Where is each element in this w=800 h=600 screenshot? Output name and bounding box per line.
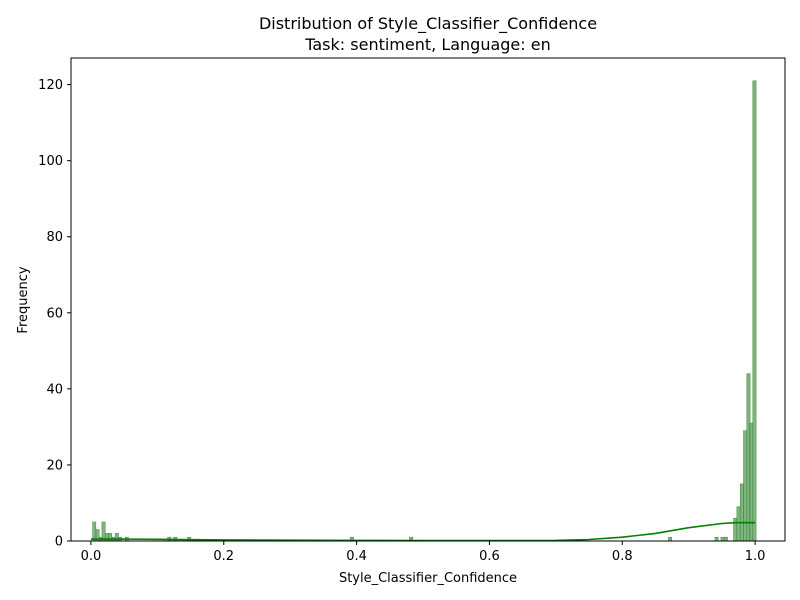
x-tick-label: 0.6 <box>479 549 500 564</box>
histogram-bar <box>743 430 748 542</box>
histogram-bar <box>733 517 738 542</box>
histogram-bar <box>739 483 744 542</box>
y-tick-label: 120 <box>38 78 63 93</box>
histogram-bar <box>668 536 672 542</box>
histogram-bar <box>720 536 725 542</box>
x-tick-label: 0.8 <box>612 549 633 564</box>
histogram-bar <box>714 536 719 542</box>
y-tick-label: 40 <box>46 382 63 397</box>
x-tick-label: 0.0 <box>81 549 102 564</box>
chart-subtitle: Task: sentiment, Language: en <box>304 35 550 54</box>
histogram-bar <box>736 506 741 542</box>
y-tick-label: 0 <box>55 535 63 550</box>
histogram-bar <box>724 536 728 542</box>
x-tick-label: 0.2 <box>213 549 234 564</box>
histogram-bars <box>92 80 757 542</box>
plot-frame <box>70 57 786 542</box>
histogram-bar <box>752 80 757 542</box>
y-tick-label: 60 <box>46 306 63 321</box>
x-tick-label: 0.4 <box>346 549 367 564</box>
y-axis-label: Frequency <box>16 266 31 333</box>
x-axis-label: Style_Classifier_Confidence <box>339 571 517 586</box>
histogram-bar <box>92 521 97 542</box>
histogram-bar <box>101 521 106 542</box>
y-tick-label: 20 <box>46 458 63 473</box>
x-tick-label: 1.0 <box>745 549 766 564</box>
chart-title: Distribution of Style_Classifier_Confide… <box>259 14 597 34</box>
y-tick-label: 80 <box>46 230 63 245</box>
y-tick-label: 100 <box>38 154 63 169</box>
y-axis-ticks: 0 20 40 60 80 100 120 <box>38 78 71 550</box>
x-axis-ticks: 0.0 0.2 0.4 0.6 0.8 1.0 <box>81 541 766 564</box>
